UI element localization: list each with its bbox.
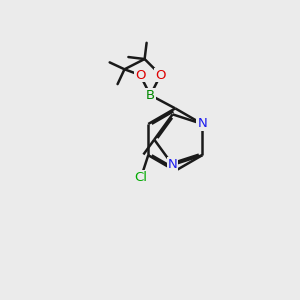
Text: N: N — [197, 118, 207, 130]
Text: O: O — [135, 68, 145, 82]
Text: B: B — [146, 88, 155, 102]
Text: O: O — [155, 68, 166, 82]
Text: N: N — [168, 158, 178, 171]
Text: Cl: Cl — [134, 171, 147, 184]
